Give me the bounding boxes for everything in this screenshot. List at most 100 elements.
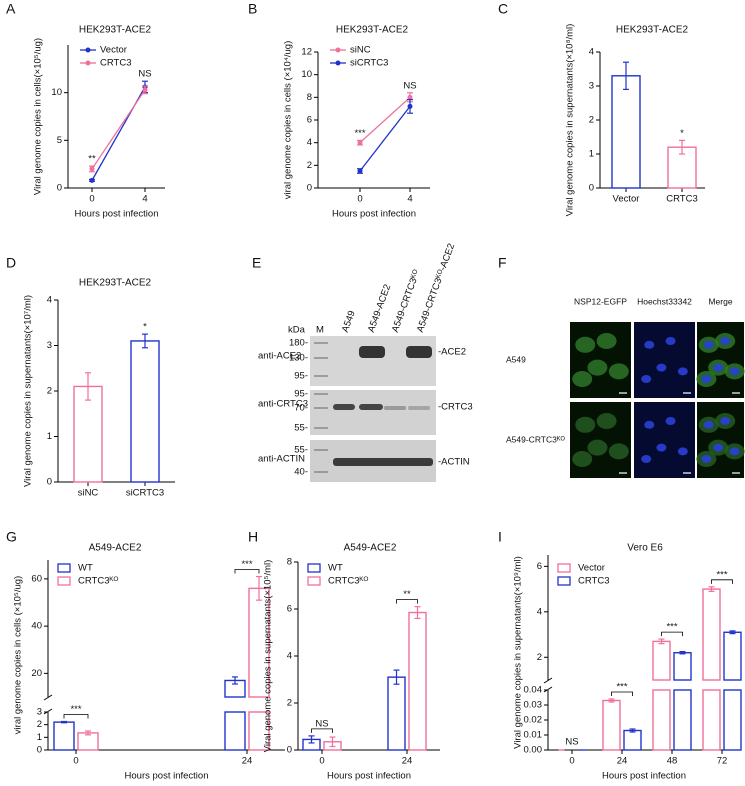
y-tick-label: 0 bbox=[307, 183, 312, 194]
y-tick-label: 0.03 bbox=[524, 700, 543, 711]
legend-swatch bbox=[307, 563, 321, 573]
x-axis-label: Hours post infection bbox=[332, 209, 416, 220]
nucleus bbox=[641, 375, 652, 383]
annotation: *** bbox=[354, 128, 365, 139]
bar-lower-part bbox=[248, 711, 270, 751]
y-tick-label: 0.04 bbox=[524, 685, 543, 696]
panel-label: C bbox=[498, 1, 508, 17]
annotation: * bbox=[680, 128, 684, 139]
bar bbox=[408, 611, 427, 751]
nucleus bbox=[703, 340, 714, 349]
blot-band bbox=[333, 404, 355, 410]
series-line bbox=[91, 89, 146, 170]
y-tick-label: 20 bbox=[31, 668, 42, 679]
y-axis-label: Viral genome copies in cells(×10⁵/ug) bbox=[33, 38, 44, 195]
cell-gfp bbox=[572, 371, 593, 387]
x-tick-label: Vector bbox=[613, 194, 640, 205]
legend-swatch bbox=[557, 563, 571, 573]
x-tick-label: 4 bbox=[407, 194, 412, 205]
blot-band bbox=[333, 458, 433, 466]
y-tick-label: 1 bbox=[37, 732, 42, 743]
blot-band bbox=[359, 404, 383, 410]
y-tick-label: 6 bbox=[307, 115, 312, 126]
blot-strip bbox=[310, 336, 436, 386]
chart-title: A549-ACE2 bbox=[89, 543, 142, 554]
annotation: ** bbox=[403, 589, 411, 600]
legend-label: CRTC3ᴷᴼ bbox=[78, 576, 119, 587]
y-tick-label: 10 bbox=[51, 87, 62, 98]
y-tick-label: 0.02 bbox=[524, 715, 543, 726]
y-tick-label: 2 bbox=[47, 386, 52, 397]
nucleus bbox=[644, 340, 655, 349]
series-line bbox=[359, 96, 411, 144]
y-tick-label: 4 bbox=[47, 295, 52, 306]
annotation: *** bbox=[616, 682, 627, 693]
blot-lane-label: A549-ACE2 bbox=[366, 283, 393, 334]
chart-title: HEK293T-ACE2 bbox=[79, 25, 152, 36]
panel-label: D bbox=[6, 255, 16, 271]
series-line bbox=[359, 106, 411, 172]
nucleus bbox=[729, 447, 740, 456]
x-tick-label: siCRTC3 bbox=[126, 488, 164, 499]
nucleus bbox=[720, 337, 731, 345]
y-tick-label: 4 bbox=[287, 651, 292, 662]
nucleus bbox=[677, 367, 688, 376]
cell-gfp bbox=[572, 451, 593, 467]
x-tick-label: 0 bbox=[319, 756, 324, 767]
y-tick-label: 4 bbox=[589, 47, 594, 58]
y-tick-label: 6 bbox=[537, 561, 542, 572]
nucleus bbox=[656, 363, 667, 372]
x-tick-label: 4 bbox=[142, 194, 147, 205]
bar bbox=[130, 340, 160, 483]
channel-header: Hoechst33342 bbox=[637, 296, 692, 306]
bar bbox=[602, 699, 621, 751]
blot-antibody: anti-CRTC3 bbox=[258, 399, 308, 410]
legend-label: WT bbox=[328, 563, 343, 574]
bar-lower-part bbox=[224, 711, 246, 751]
x-tick-label: 0 bbox=[73, 756, 78, 767]
blot-band bbox=[384, 406, 406, 410]
legend-label: CRTC3 bbox=[100, 58, 132, 69]
y-tick-label: 4 bbox=[537, 606, 542, 617]
nucleus bbox=[701, 375, 712, 383]
legend-label: siNC bbox=[350, 45, 371, 56]
y-tick-label: 1 bbox=[589, 149, 594, 160]
legend-swatch bbox=[85, 60, 91, 66]
y-tick-label: 0 bbox=[287, 745, 292, 756]
blot-lane-label: A549-CRTC3ᴷᴼ-ACE2 bbox=[415, 242, 457, 334]
chart-title: Vero E6 bbox=[627, 543, 663, 554]
nucleus bbox=[729, 367, 740, 376]
cell-gfp bbox=[608, 443, 629, 460]
point bbox=[407, 103, 413, 109]
legend-swatch bbox=[57, 563, 71, 573]
significance-bracket bbox=[661, 631, 683, 637]
bar bbox=[387, 676, 406, 751]
panel-label: E bbox=[252, 255, 261, 271]
significance-bracket bbox=[234, 569, 260, 574]
bar-lower-part bbox=[652, 689, 671, 751]
y-axis-label: Viral genome copies in supernatants(×10⁷… bbox=[23, 295, 34, 487]
bar bbox=[673, 652, 692, 681]
bar bbox=[702, 588, 721, 681]
micrograph bbox=[634, 322, 695, 398]
blot-marker: 55- bbox=[294, 445, 308, 456]
row-label: A549-CRTC3ᴷᴼ bbox=[506, 434, 565, 444]
bar bbox=[652, 640, 671, 681]
bar bbox=[623, 729, 642, 751]
nucleus bbox=[713, 443, 724, 452]
blot-marker: 180- bbox=[289, 338, 308, 349]
y-tick-label: 0 bbox=[37, 745, 42, 756]
x-tick-label: siNC bbox=[78, 488, 99, 499]
annotation: * bbox=[143, 322, 147, 333]
bar bbox=[73, 385, 103, 483]
annotation: NS bbox=[403, 80, 416, 91]
y-tick-label: 60 bbox=[31, 573, 42, 584]
nucleus bbox=[656, 443, 667, 452]
point bbox=[89, 177, 95, 183]
legend-label: CRTC3ᴷᴼ bbox=[328, 576, 369, 587]
x-tick-label: 0 bbox=[89, 194, 94, 205]
x-tick-label: 72 bbox=[717, 756, 728, 767]
panel-label: B bbox=[248, 1, 257, 17]
cell-gfp bbox=[587, 439, 608, 456]
y-axis-label: viral genome copies in cells (×10⁴/ug) bbox=[283, 41, 294, 200]
